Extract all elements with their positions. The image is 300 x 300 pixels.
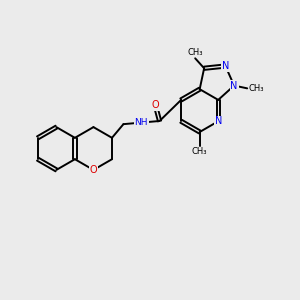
Text: O: O	[152, 100, 159, 110]
Text: CH₃: CH₃	[192, 147, 207, 156]
Text: N: N	[214, 116, 222, 126]
Text: CH₃: CH₃	[248, 84, 264, 93]
Text: N: N	[222, 61, 229, 71]
Text: NH: NH	[134, 118, 148, 127]
Text: CH₃: CH₃	[188, 47, 203, 56]
Text: N: N	[230, 81, 238, 91]
Text: O: O	[90, 165, 97, 175]
